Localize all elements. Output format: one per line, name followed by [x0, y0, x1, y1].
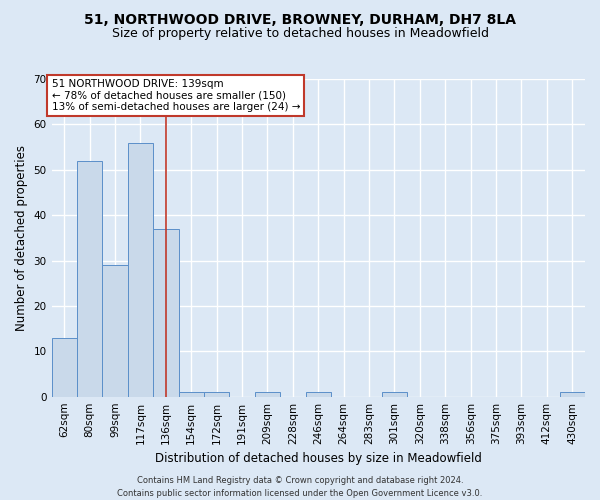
Bar [305, 392, 331, 396]
Text: Size of property relative to detached houses in Meadowfield: Size of property relative to detached ho… [112, 28, 488, 40]
X-axis label: Distribution of detached houses by size in Meadowfield: Distribution of detached houses by size … [155, 452, 482, 465]
Bar [382, 392, 407, 396]
Text: Contains HM Land Registry data © Crown copyright and database right 2024.
Contai: Contains HM Land Registry data © Crown c… [118, 476, 482, 498]
Bar [128, 142, 153, 396]
Text: 51, NORTHWOOD DRIVE, BROWNEY, DURHAM, DH7 8LA: 51, NORTHWOOD DRIVE, BROWNEY, DURHAM, DH… [84, 12, 516, 26]
Bar [153, 229, 179, 396]
Bar [52, 338, 77, 396]
Bar [204, 392, 229, 396]
Y-axis label: Number of detached properties: Number of detached properties [15, 145, 28, 331]
Bar [560, 392, 585, 396]
Bar [179, 392, 204, 396]
Bar [103, 265, 128, 396]
Bar [77, 160, 103, 396]
Text: 51 NORTHWOOD DRIVE: 139sqm
← 78% of detached houses are smaller (150)
13% of sem: 51 NORTHWOOD DRIVE: 139sqm ← 78% of deta… [52, 79, 300, 112]
Bar [255, 392, 280, 396]
